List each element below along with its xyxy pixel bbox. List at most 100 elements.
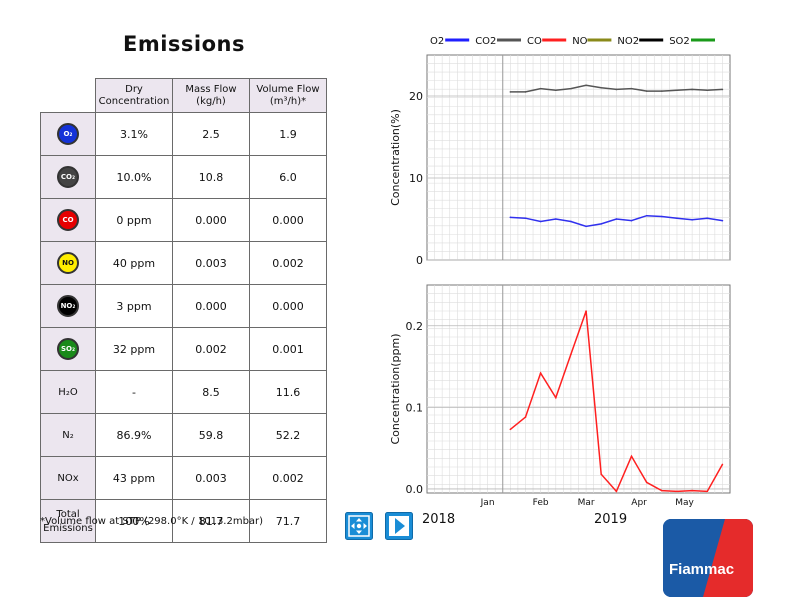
chart-0-point-co2 (661, 90, 663, 92)
chart-1-month-label: Mar (578, 498, 595, 508)
header-mass-flow: Mass Flow (kg/h) (172, 78, 250, 113)
chart-1-point-co (509, 428, 512, 431)
row-label: Total Emissions (43, 509, 93, 534)
page-title: Emissions (123, 32, 245, 56)
volume-flow-cell: 0.002 (249, 456, 327, 500)
volume-flow-cell: 0.002 (249, 241, 327, 285)
legend-label-co: CO (527, 36, 542, 47)
row-label-cell: N₂ (40, 413, 96, 457)
chart-0-point-o2 (645, 214, 648, 217)
chart-0-point-o2 (524, 217, 527, 219)
chart-0-ylabel: Concentration(%) (389, 109, 402, 206)
chart-1-point-co (645, 481, 648, 484)
chart-1-point-co (524, 416, 527, 418)
chart-0-point-co2 (600, 87, 603, 89)
gas-badge-icon: O₂ (57, 123, 79, 145)
concentration-cell: 40 ppm (95, 241, 173, 285)
chart-0-point-o2 (615, 218, 618, 220)
chart-0-point-o2 (630, 219, 633, 222)
table-row: Total Emissions 100% 81.7 71.7 (40, 499, 327, 543)
chart-0-point-o2 (539, 220, 542, 223)
chart-1-ylabel: Concentration(ppm) (389, 333, 402, 444)
chart-0-point-o2 (570, 220, 572, 223)
chart-1-point-co (554, 396, 557, 399)
table-row: N₂ 86.9% 59.8 52.2 (40, 413, 327, 457)
chart-0-point-co2 (539, 87, 542, 90)
gas-badge-icon: NO₂ (57, 295, 79, 317)
logo-text: Fiammac (669, 561, 734, 578)
row-label-cell: NOx (40, 456, 96, 500)
chart-0-point-co2 (585, 84, 587, 87)
concentration-cell: 32 ppm (95, 327, 173, 371)
expand-arrows-icon (345, 512, 373, 540)
chart-0-point-co2 (570, 87, 572, 90)
chart-0-ytick-label: 20 (409, 90, 423, 103)
chart-0-ytick-label: 10 (409, 172, 423, 185)
legend-label-o2: O2 (430, 36, 444, 47)
chart-1-point-co (570, 353, 572, 356)
row-label-cell: O₂ (40, 112, 96, 156)
row-label: H₂O (58, 387, 78, 398)
chart-1-point-co (600, 473, 603, 476)
footnote: *Volume flow at STP (298.0°K / 1013.2mba… (40, 516, 264, 527)
chart-0-point-o2 (676, 217, 678, 219)
mass-flow-cell: 0.002 (172, 327, 250, 371)
table-row: NO 40 ppm 0.003 0.002 (40, 241, 327, 285)
mass-flow-cell: 10.8 (172, 155, 250, 199)
chart-1-month-label: May (675, 498, 694, 508)
header-volume-flow: Volume Flow (m³/h)* (249, 78, 327, 113)
chart-0-point-co2 (721, 88, 724, 91)
chart-1-point-co (585, 310, 587, 312)
chart-1-point-co (615, 490, 618, 493)
volume-flow-cell: 0.000 (249, 284, 327, 328)
chart-0-point-co2 (691, 88, 693, 91)
concentration-cell: 0 ppm (95, 198, 173, 242)
row-label-cell: Total Emissions (40, 499, 96, 543)
chart-0-point-o2 (706, 217, 709, 219)
chart-1-point-co (676, 490, 678, 493)
table-header-row: Dry Concentration Mass Flow (kg/h) Volum… (40, 78, 327, 113)
chart-0-point-o2 (691, 219, 693, 221)
chart-1-point-co (721, 463, 724, 466)
next-button[interactable] (385, 512, 413, 540)
row-label-cell: NO₂ (40, 284, 96, 328)
gas-badge-icon: CO₂ (57, 166, 79, 188)
concentration-cell: 10.0% (95, 155, 173, 199)
volume-flow-cell: 6.0 (249, 155, 327, 199)
chart-1-point-co (630, 455, 633, 458)
row-label: N₂ (62, 430, 74, 441)
chart-0-point-co2 (630, 87, 633, 90)
fit-view-button[interactable] (345, 512, 373, 540)
chart-1-month-label: Jan (480, 498, 495, 508)
chart-1-point-co (706, 490, 709, 493)
volume-flow-cell: 1.9 (249, 112, 327, 156)
arrow-right-icon (385, 512, 413, 540)
year-label-left: 2018 (422, 512, 456, 527)
chart-1-ytick-label: 0.0 (406, 483, 424, 496)
concentration-cell: 43 ppm (95, 456, 173, 500)
mass-flow-cell: 81.7 (172, 499, 250, 543)
chart-0-point-o2 (661, 215, 663, 218)
chart-0-point-co2 (676, 89, 678, 92)
volume-flow-cell: 0.000 (249, 198, 327, 242)
legend-label-so2: SO2 (669, 36, 690, 47)
chart-1-month-label: Feb (533, 498, 549, 508)
emissions-table: Dry Concentration Mass Flow (kg/h) Volum… (40, 78, 327, 543)
table-row: NO₂ 3 ppm 0.000 0.000 (40, 284, 327, 328)
chart-1-point-co (539, 372, 542, 374)
corner-cell (40, 78, 96, 113)
chart-0-ytick-label: 0 (416, 254, 423, 267)
concentration-cell: 3 ppm (95, 284, 173, 328)
chart-0-point-co2 (509, 91, 512, 93)
legend-label-no: NO (572, 36, 587, 47)
chart-0-point-o2 (554, 218, 557, 220)
table-row: NOx 43 ppm 0.003 0.002 (40, 456, 327, 500)
table-row: H₂O -8.5 11.6 (40, 370, 327, 414)
volume-flow-cell: 0.001 (249, 327, 327, 371)
gas-badge-icon: CO (57, 209, 79, 231)
legend-label-no2: NO2 (617, 36, 639, 47)
table-row: CO₂ 10.0% 10.8 6.0 (40, 155, 327, 199)
chart-0-point-co2 (706, 89, 709, 92)
table-row: O₂ 3.1% 2.5 1.9 (40, 112, 327, 156)
